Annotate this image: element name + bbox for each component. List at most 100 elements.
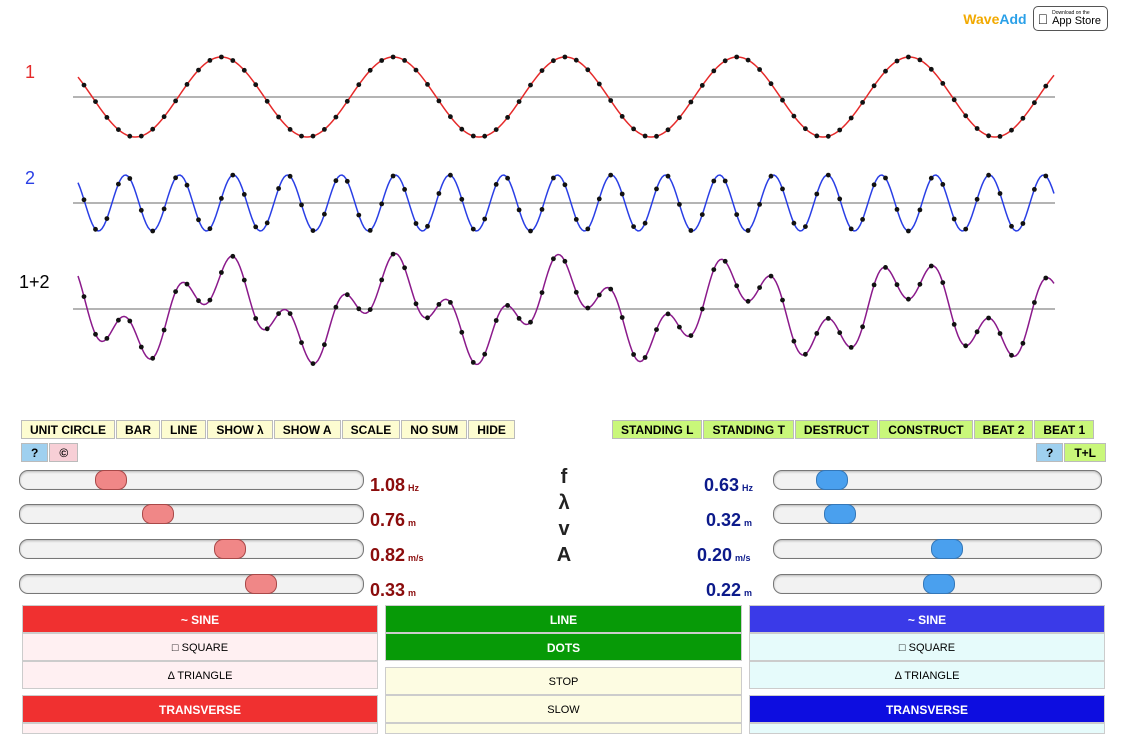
wave-dot <box>837 127 843 133</box>
help-button[interactable]: ? <box>21 443 49 462</box>
dots-mode-button[interactable]: DOTS <box>385 633 742 661</box>
slider-thumb[interactable] <box>142 504 174 524</box>
wave-dot <box>253 316 259 321</box>
right-help-toolbar: ? T+L <box>1036 443 1107 462</box>
hide-button[interactable]: HIDE <box>468 420 515 439</box>
wave-dot <box>138 344 144 350</box>
beat-1-button[interactable]: BEAT 1 <box>1034 420 1095 439</box>
wave-dot <box>104 216 110 222</box>
wave-2-longitudinal-button[interactable] <box>749 723 1105 734</box>
wave-dot <box>791 338 797 344</box>
wave-dot <box>757 67 762 72</box>
show-a-button[interactable]: SHOW A <box>273 420 341 439</box>
speed-label: v <box>558 518 570 540</box>
wave-display <box>73 54 1055 366</box>
wave-1-triangle-button[interactable]: Δ TRIANGLE <box>22 661 378 689</box>
wave-dot <box>310 133 316 139</box>
wave-dot <box>287 126 293 132</box>
wave-dot <box>883 68 888 74</box>
slider-thumb[interactable] <box>931 539 963 559</box>
destruct-button[interactable]: DESTRUCT <box>794 420 879 439</box>
construct-button[interactable]: CONSTRUCT <box>879 420 973 439</box>
copyright-button[interactable]: © <box>49 443 79 462</box>
unit-circle-button[interactable]: UNIT CIRCLE <box>21 420 115 439</box>
wave-dot <box>116 181 121 187</box>
wave-dot <box>551 175 556 181</box>
slider-thumb[interactable] <box>214 539 246 559</box>
wave-1-frequency-slider[interactable] <box>19 470 364 490</box>
wave-dot <box>654 133 659 139</box>
wave-dot <box>974 196 980 202</box>
wave-2-frequency-slider[interactable] <box>773 470 1102 490</box>
help-button-right[interactable]: ? <box>1036 443 1064 462</box>
wave-dot <box>997 331 1003 336</box>
wave-dot <box>596 196 602 202</box>
wave-dot <box>81 294 87 299</box>
beat-2-button[interactable]: BEAT 2 <box>973 420 1034 439</box>
wave-dot <box>722 178 728 184</box>
wave-dot <box>1020 340 1026 346</box>
wave-1-square-button[interactable]: □ SQUARE <box>22 633 378 661</box>
slow-button[interactable]: SLOW <box>385 695 742 723</box>
right-toolbar: STANDING L STANDING T DESTRUCT CONSTRUCT… <box>612 420 1095 439</box>
wave-1-amplitude-slider[interactable] <box>19 574 364 594</box>
wave-dot <box>677 202 682 207</box>
wave-dot <box>425 223 430 229</box>
slider-thumb[interactable] <box>923 574 955 594</box>
wave-2-amplitude-slider[interactable] <box>773 574 1102 594</box>
frequency-label: f <box>560 466 568 488</box>
wave-1-sine-button[interactable]: ~ SINE <box>22 605 378 633</box>
wave-dot <box>745 57 751 63</box>
wave-dot <box>848 115 854 121</box>
wave-dot <box>665 173 671 179</box>
no-sum-button[interactable]: NO SUM <box>401 420 468 439</box>
standing-t-button[interactable]: STANDING T <box>703 420 794 439</box>
wave-dot <box>230 253 236 259</box>
wave-dot <box>997 191 1003 196</box>
wave-dot <box>562 182 568 188</box>
wave-dot <box>940 182 946 187</box>
wave-2-sine-button[interactable]: ~ SINE <box>749 605 1105 633</box>
wave-dot <box>928 66 934 72</box>
wave-dot <box>780 297 785 303</box>
wave-dot <box>596 81 602 87</box>
wave-1-longitudinal-button[interactable] <box>22 723 378 734</box>
wave-dot <box>585 67 591 73</box>
wave-1-speed-slider[interactable] <box>19 539 364 559</box>
t-plus-l-button[interactable]: T+L <box>1064 443 1107 462</box>
show-lambda-button[interactable]: SHOW λ <box>207 420 273 439</box>
wave-dot <box>173 289 179 294</box>
wave-dot <box>322 211 327 217</box>
wave-2-triangle-button[interactable]: Δ TRIANGLE <box>749 661 1105 689</box>
wave-2-square-button[interactable]: □ SQUARE <box>749 633 1105 661</box>
wave-dot <box>333 114 339 120</box>
wave-1-speed-value: 0.82 m/s <box>370 545 424 565</box>
speed-option-button[interactable] <box>385 723 742 734</box>
slider-thumb[interactable] <box>95 470 127 490</box>
wave-dot <box>997 134 1003 139</box>
app-store-badge[interactable]:  Download on the App Store <box>1032 6 1108 31</box>
wave-dot <box>1020 221 1026 226</box>
scale-button[interactable]: SCALE <box>341 420 401 439</box>
wave-1-transverse-button[interactable]: TRANSVERSE <box>22 695 378 723</box>
wave-2-speed-value: 0.20 m/s <box>697 545 751 565</box>
slider-thumb[interactable] <box>824 504 856 524</box>
wave-2-transverse-button[interactable]: TRANSVERSE <box>749 695 1105 723</box>
wave-dot <box>688 99 694 105</box>
slider-thumb[interactable] <box>245 574 277 594</box>
wave-2-speed-slider[interactable] <box>773 539 1102 559</box>
wave-1-wavelength-slider[interactable] <box>19 504 364 524</box>
wave-2-wavelength-slider[interactable] <box>773 504 1102 524</box>
wave-1-label: 1 <box>25 62 36 82</box>
wave-dot <box>150 355 156 361</box>
line-mode-button[interactable]: LINE <box>385 605 742 633</box>
wave-dot <box>184 82 190 87</box>
wave-2-dots <box>81 172 1049 234</box>
wave-dot <box>1043 83 1049 89</box>
wave-dot <box>299 202 304 208</box>
bar-button[interactable]: BAR <box>116 420 160 439</box>
line-button[interactable]: LINE <box>161 420 207 439</box>
slider-thumb[interactable] <box>816 470 848 490</box>
standing-l-button[interactable]: STANDING L <box>612 420 703 439</box>
stop-button[interactable]: STOP <box>385 667 742 695</box>
